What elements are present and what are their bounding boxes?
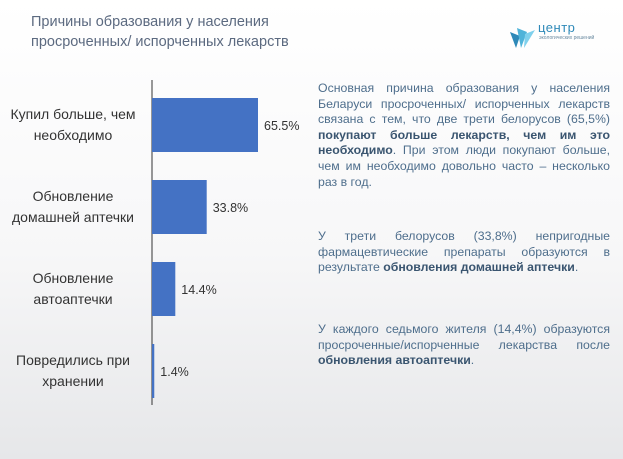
bar-4 [152, 344, 155, 398]
category-label-3-line-1: Обновление [32, 270, 114, 286]
category-label-3: Обновление автоаптечки [0, 268, 146, 310]
bar-2 [152, 180, 207, 234]
logo: центр экологических решений [508, 20, 600, 52]
category-label-4: Повредились при хранении [0, 350, 146, 392]
value-label-3: 14.4% [181, 283, 216, 297]
paragraph-3-bold: обновления автоаптечки [318, 353, 471, 368]
page-title: Причины образования у населения просроче… [31, 12, 361, 52]
chart-svg: 65.5% 33.8% 14.4% 1.4% [151, 80, 299, 405]
paragraph-1-text-c: . При этом люди покупают больше, чем им … [318, 143, 610, 189]
category-label-1-line-2: необходимо [33, 127, 113, 143]
paragraph-3: У каждого седьмого жителя (14,4%) образу… [318, 322, 610, 369]
category-label-1: Купил больше, чем необходимо [0, 104, 146, 146]
category-label-4-line-2: хранении [42, 373, 104, 389]
value-label-4: 1.4% [160, 365, 189, 379]
value-label-2: 33.8% [213, 201, 248, 215]
paragraph-2-text-c: . [574, 260, 579, 275]
category-label-2-line-1: Обновление [32, 188, 114, 204]
value-label-1: 65.5% [264, 119, 299, 133]
category-label-2-line-2: домашней аптечки [11, 209, 134, 225]
bar-chart: 65.5% 33.8% 14.4% 1.4% Купил больше, чем нео… [0, 60, 310, 459]
title-line-1: Причины образования у населения [31, 14, 269, 30]
bar-3 [152, 262, 176, 316]
category-label-3-line-2: автоаптечки [33, 291, 113, 307]
paragraph-1-text-a: Основная причина образования у населения… [318, 81, 610, 127]
logo-wave-icon [510, 28, 535, 48]
category-label-2: Обновление домашней аптечки [0, 186, 146, 228]
paragraph-1-bold: покупают больше лекарств, чем им это нео… [318, 127, 610, 158]
paragraph-3-text-a: У каждого седьмого жителя (14,4%) образу… [318, 322, 610, 352]
paragraph-2: У трети белорусов (33,8%) непригодные фа… [318, 229, 610, 276]
paragraph-2-text-a: У трети белорусов (33,8%) непригодные фа… [318, 229, 610, 275]
logo-subtitle: экологических решений [539, 35, 595, 41]
logo-word: центр [538, 20, 576, 35]
paragraph-3-text-c: . [470, 353, 475, 368]
bar-1 [152, 98, 258, 152]
category-label-1-line-1: Купил больше, чем [10, 106, 136, 122]
title-line-2: просроченных/ испорченных лекарств [31, 34, 289, 50]
paragraph-2-bold: обновления домашней аптечки [383, 260, 575, 275]
category-label-4-line-1: Повредились при [16, 352, 130, 368]
paragraph-1: Основная причина образования у населения… [318, 81, 610, 190]
